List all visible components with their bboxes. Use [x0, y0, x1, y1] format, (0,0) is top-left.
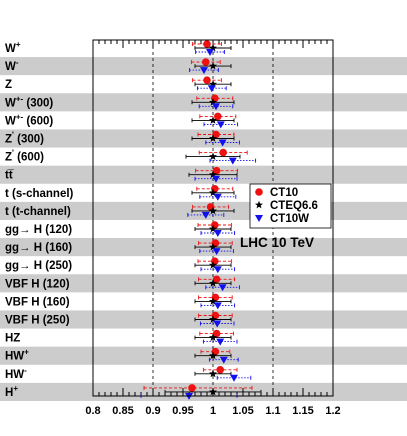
ct10-marker — [203, 40, 211, 48]
ct10w-marker — [206, 49, 214, 56]
energy-annotation: LHC 10 TeV — [240, 235, 314, 250]
cteq66-marker — [209, 152, 217, 160]
legend-box — [249, 183, 332, 229]
row-label: H+ — [5, 384, 18, 399]
row-label: gg→ H (120) — [5, 224, 72, 236]
cteq66-marker — [209, 116, 217, 124]
cteq66-marker — [209, 369, 217, 378]
ct10-marker — [216, 366, 224, 374]
row-label: Z' (300) — [5, 131, 44, 146]
row-label: VBF H (120) — [5, 278, 70, 290]
x-tick-label: 1.05 — [232, 405, 253, 417]
row-label: tt̅ — [5, 170, 15, 182]
ct10w-marker — [207, 85, 216, 93]
x-tick-label: 1.1 — [265, 405, 280, 417]
ct10w-marker — [213, 302, 222, 310]
cteq66-marker — [209, 98, 217, 106]
cteq66-marker — [209, 188, 217, 197]
cteq66-marker — [209, 242, 217, 251]
row-label: VBF H (160) — [5, 296, 70, 308]
row-label: t (t-channel) — [5, 206, 71, 218]
x-axis: 0.8 0.85 0.9 0.95 1 1.05 1.1 1.15 1.2 — [85, 40, 341, 417]
cteq66-marker — [209, 80, 217, 88]
x-tick-label: 0.8 — [85, 405, 100, 417]
ct10w-marker — [218, 139, 227, 147]
cteq66-marker — [209, 297, 217, 305]
row-label: Z — [5, 79, 12, 91]
data-points — [140, 40, 262, 400]
row-label: W+ — [5, 40, 21, 55]
row-label: t (s-channel) — [5, 188, 74, 200]
cteq66-marker — [209, 279, 217, 287]
ct10-marker — [202, 58, 210, 66]
plot-frame — [92, 39, 334, 397]
ct10-marker — [212, 166, 221, 175]
cteq66-marker — [255, 200, 263, 209]
cteq66-marker — [209, 61, 217, 70]
legend-label: CT10 — [270, 187, 298, 199]
row-label: HW- — [5, 366, 27, 381]
ct10w-marker — [218, 284, 227, 292]
cteq66-marker — [209, 261, 217, 269]
ct10w-marker — [213, 320, 222, 328]
row-label: HZ — [5, 333, 20, 345]
cteq66-marker — [209, 43, 217, 52]
row-label: W+- (600) — [5, 112, 53, 127]
ct10-marker — [203, 76, 211, 84]
legend-label: CTEQ6.6 — [270, 200, 318, 212]
ct10w-marker — [216, 338, 225, 346]
cteq66-marker — [209, 170, 217, 179]
ct10w-marker — [212, 175, 220, 183]
ct10w-marker — [201, 211, 210, 219]
cteq66-marker — [209, 134, 217, 142]
ct10w-marker — [219, 356, 228, 364]
row-label: gg→ H (160) — [5, 242, 72, 254]
cteq66-marker — [209, 206, 217, 215]
ct10-marker — [255, 188, 263, 196]
x-tick-label: 1.15 — [292, 405, 313, 417]
ct10w-marker — [213, 193, 222, 201]
ct10w-marker — [213, 266, 222, 274]
ct10w-marker — [213, 230, 222, 237]
row-label: W+- (300) — [5, 94, 53, 109]
ct10w-marker — [255, 215, 263, 222]
cteq66-marker — [209, 333, 217, 341]
row-labels: W+ W- Z W+- (300) W+- (600) Z' (300) Z' (600) t… — [5, 40, 74, 399]
x-tick-label: 1 — [210, 405, 216, 417]
ct10-marker — [214, 112, 222, 121]
ct10w-marker — [212, 248, 221, 256]
row-label: HW+ — [5, 348, 29, 363]
ct10-marker — [212, 329, 221, 338]
row-label: VBF H (250) — [5, 315, 70, 327]
legend-label: CT10W — [270, 213, 309, 225]
ct10-marker — [188, 384, 196, 392]
x-tick-label: 0.9 — [145, 405, 160, 417]
x-tick-label: 0.95 — [172, 405, 193, 417]
ct10w-marker — [230, 374, 238, 382]
row-label: W- — [5, 58, 19, 73]
ct10w-marker — [212, 103, 220, 111]
x-tick-label: 0.85 — [112, 405, 133, 417]
ct10w-marker — [200, 67, 208, 75]
ct10-marker — [212, 275, 221, 284]
cteq66-marker — [209, 351, 217, 360]
ct10-marker — [212, 130, 220, 139]
ct10w-marker — [228, 157, 237, 165]
row-label: Z' (600) — [5, 149, 44, 164]
ct10-marker — [219, 148, 227, 157]
cteq66-marker — [209, 315, 217, 323]
cteq66-marker — [209, 387, 217, 396]
row-label: gg→ H (250) — [5, 260, 72, 272]
x-tick-label: 1.2 — [325, 405, 340, 417]
cteq66-marker — [209, 224, 217, 233]
ct10w-marker — [216, 121, 225, 129]
